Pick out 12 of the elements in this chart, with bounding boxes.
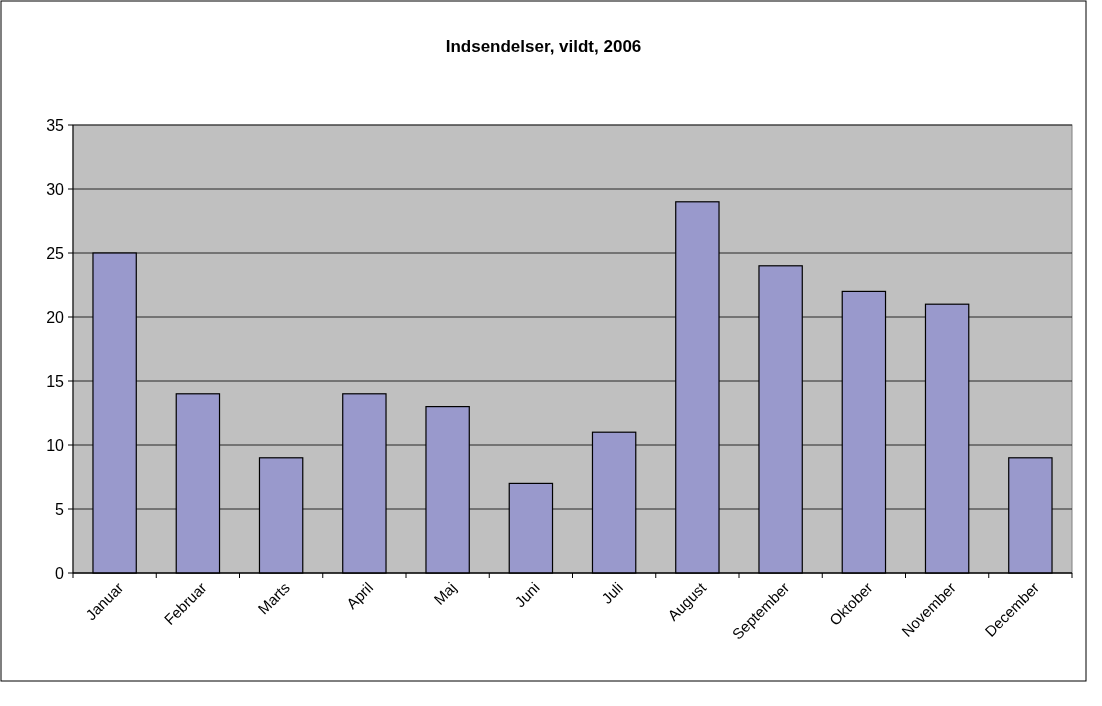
x-tick-label: Maj <box>430 578 460 608</box>
x-tick-label: Juni <box>511 578 543 611</box>
y-tick-label: 10 <box>46 436 65 454</box>
y-tick-label: 35 <box>46 116 65 134</box>
y-tick-label: 20 <box>46 308 65 326</box>
y-tick-label: 0 <box>55 564 65 582</box>
y-tick-label: 30 <box>46 180 65 198</box>
chart-title: Indsendelser, vildt, 2006 <box>445 37 642 56</box>
y-tick-label: 5 <box>55 500 65 518</box>
x-tick-label: Juli <box>598 578 626 607</box>
y-tick-label: 25 <box>46 244 65 262</box>
y-tick-label: 15 <box>46 372 65 390</box>
